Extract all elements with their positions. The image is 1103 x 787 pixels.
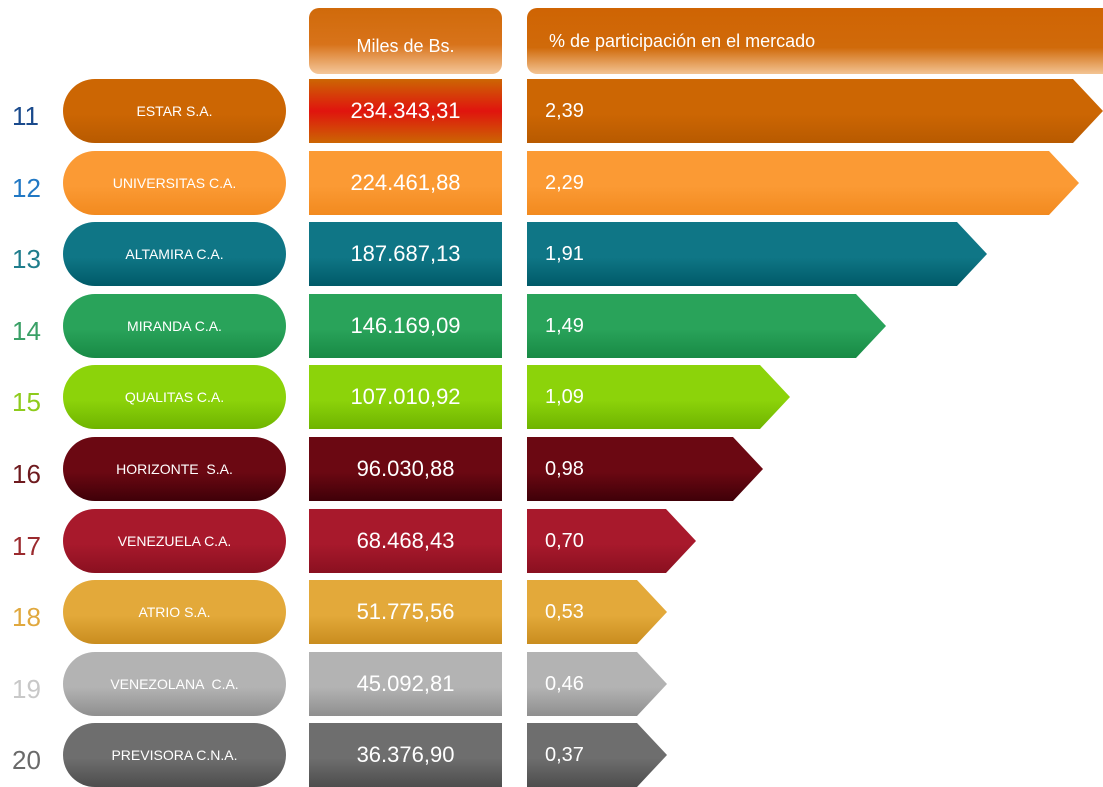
column-header-miles-label: Miles de Bs. [356, 35, 455, 56]
rank-number: 19 [12, 674, 41, 704]
participation-bar: 1,91 [527, 222, 987, 286]
company-label: HORIZONTE S.A. [63, 437, 286, 501]
participation-bar: 2,39 [527, 79, 1103, 143]
participation-bar: 1,09 [527, 365, 790, 429]
value-cell: 96.030,88 [309, 437, 502, 501]
value-cell: 36.376,90 [309, 723, 502, 787]
company-label: PREVISORA C.N.A. [63, 723, 286, 787]
value-cell: 51.775,56 [309, 580, 502, 644]
participation-bar: 0,98 [527, 437, 763, 501]
company-label: VENEZOLANA C.A. [63, 652, 286, 716]
value-cell: 68.468,43 [309, 509, 502, 573]
rank-number: 15 [12, 387, 41, 417]
value-cell: 187.687,13 [309, 222, 502, 286]
value-cell: 146.169,09 [309, 294, 502, 358]
rank-number: 18 [12, 602, 41, 632]
rank-number: 11 [12, 101, 39, 131]
rank-number: 14 [12, 316, 41, 346]
participation-bar: 0,53 [527, 580, 667, 644]
column-header-participation: % de participación en el mercado [527, 8, 1103, 74]
participation-bar: 1,49 [527, 294, 886, 358]
company-label: QUALITAS C.A. [63, 365, 286, 429]
rank-number: 16 [12, 459, 41, 489]
participation-bar: 0,46 [527, 652, 667, 716]
company-label: ALTAMIRA C.A. [63, 222, 286, 286]
value-cell: 224.461,88 [309, 151, 502, 215]
rank-number: 17 [12, 531, 41, 561]
value-cell: 234.343,31 [309, 79, 502, 143]
company-label: MIRANDA C.A. [63, 294, 286, 358]
company-label: VENEZUELA C.A. [63, 509, 286, 573]
rank-number: 20 [12, 745, 41, 775]
value-cell: 45.092,81 [309, 652, 502, 716]
participation-bar: 2,29 [527, 151, 1079, 215]
participation-bar: 0,37 [527, 723, 667, 787]
rank-number: 12 [12, 173, 41, 203]
company-label: UNIVERSITAS C.A. [63, 151, 286, 215]
value-cell: 107.010,92 [309, 365, 502, 429]
rank-number: 13 [12, 244, 41, 274]
column-header-miles: Miles de Bs. [309, 8, 502, 74]
column-header-participation-label: % de participación en el mercado [549, 30, 816, 51]
participation-bar: 0,70 [527, 509, 696, 573]
company-label: ATRIO S.A. [63, 580, 286, 644]
company-label: ESTAR S.A. [63, 79, 286, 143]
